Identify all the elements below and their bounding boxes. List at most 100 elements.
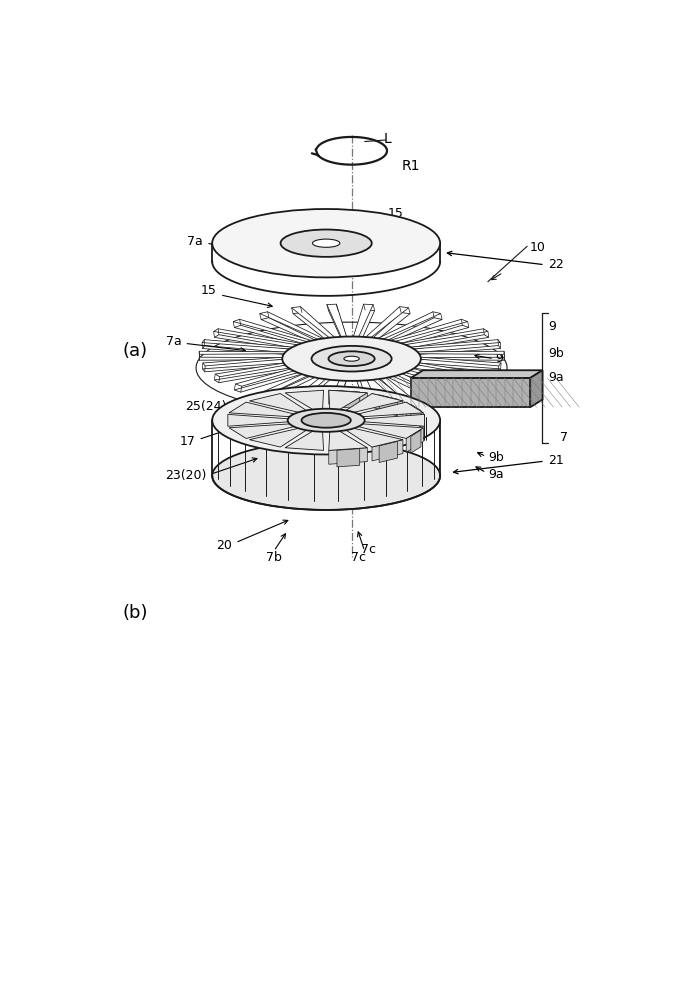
Polygon shape <box>384 319 468 343</box>
Ellipse shape <box>212 442 440 510</box>
Text: 7a: 7a <box>165 335 181 348</box>
Polygon shape <box>203 356 307 366</box>
Polygon shape <box>372 440 403 461</box>
Polygon shape <box>397 340 500 350</box>
Polygon shape <box>235 362 319 386</box>
Polygon shape <box>530 370 543 407</box>
Polygon shape <box>411 370 543 378</box>
Polygon shape <box>397 346 501 356</box>
Polygon shape <box>386 368 469 392</box>
Polygon shape <box>229 402 298 417</box>
Polygon shape <box>355 424 423 438</box>
Polygon shape <box>378 365 443 394</box>
Polygon shape <box>228 414 292 426</box>
Polygon shape <box>397 362 501 372</box>
Polygon shape <box>199 351 304 354</box>
Polygon shape <box>353 304 373 338</box>
Text: 7c: 7c <box>361 543 376 556</box>
Polygon shape <box>387 362 470 386</box>
Text: 15: 15 <box>388 207 403 220</box>
Text: 7b: 7b <box>266 551 282 564</box>
Polygon shape <box>250 427 308 447</box>
Text: 16: 16 <box>351 221 366 234</box>
Polygon shape <box>398 356 501 366</box>
Polygon shape <box>360 414 425 426</box>
Ellipse shape <box>311 346 392 372</box>
Polygon shape <box>375 312 440 341</box>
Polygon shape <box>250 394 308 413</box>
Polygon shape <box>392 365 488 383</box>
Polygon shape <box>261 371 327 400</box>
Polygon shape <box>215 335 311 352</box>
Text: 20: 20 <box>216 539 233 552</box>
Text: 17: 17 <box>180 435 196 448</box>
Polygon shape <box>366 373 410 405</box>
Polygon shape <box>406 402 423 427</box>
Text: 22: 22 <box>548 258 564 271</box>
Ellipse shape <box>313 239 340 247</box>
Polygon shape <box>293 313 337 345</box>
Polygon shape <box>377 371 442 400</box>
Ellipse shape <box>287 409 365 432</box>
Polygon shape <box>199 357 304 360</box>
Polygon shape <box>344 427 403 447</box>
Text: 15: 15 <box>201 284 217 297</box>
Polygon shape <box>285 430 324 450</box>
Polygon shape <box>202 362 306 372</box>
Text: 7c: 7c <box>351 551 366 564</box>
Ellipse shape <box>344 356 359 361</box>
Polygon shape <box>379 441 397 462</box>
Polygon shape <box>356 368 377 401</box>
Polygon shape <box>399 357 504 360</box>
Polygon shape <box>411 404 421 427</box>
Text: 10: 10 <box>530 241 545 254</box>
Polygon shape <box>261 318 327 347</box>
Polygon shape <box>368 367 412 399</box>
Polygon shape <box>392 329 488 346</box>
Polygon shape <box>329 310 348 344</box>
Polygon shape <box>294 367 339 399</box>
Polygon shape <box>355 374 375 407</box>
Polygon shape <box>330 368 350 401</box>
Polygon shape <box>411 430 421 453</box>
Ellipse shape <box>212 386 440 454</box>
Polygon shape <box>235 368 318 392</box>
Polygon shape <box>411 378 530 407</box>
Text: 9b: 9b <box>488 451 504 464</box>
Polygon shape <box>329 390 367 407</box>
Text: 9a: 9a <box>548 371 564 384</box>
Text: 7a: 7a <box>187 235 203 248</box>
Text: L: L <box>384 132 392 146</box>
Polygon shape <box>215 365 311 383</box>
Polygon shape <box>329 448 367 464</box>
Polygon shape <box>263 365 328 394</box>
Ellipse shape <box>281 230 372 257</box>
Text: (a): (a) <box>122 342 147 360</box>
Polygon shape <box>386 325 469 349</box>
Polygon shape <box>327 304 347 338</box>
Polygon shape <box>235 325 318 349</box>
Polygon shape <box>292 307 335 339</box>
Polygon shape <box>202 346 306 356</box>
Text: 9b: 9b <box>548 347 564 360</box>
Text: 28: 28 <box>436 395 451 408</box>
Ellipse shape <box>282 337 421 381</box>
Text: (b): (b) <box>122 604 147 622</box>
Text: 21: 21 <box>548 454 564 467</box>
Polygon shape <box>337 449 359 467</box>
Text: 9: 9 <box>495 352 504 365</box>
Polygon shape <box>393 359 490 377</box>
Ellipse shape <box>302 413 351 428</box>
Polygon shape <box>260 312 325 341</box>
Polygon shape <box>329 374 348 407</box>
Ellipse shape <box>329 351 375 366</box>
Polygon shape <box>233 319 316 343</box>
Polygon shape <box>329 430 367 450</box>
Polygon shape <box>337 390 359 409</box>
Text: 9a: 9a <box>488 468 504 481</box>
Text: 7: 7 <box>270 217 279 230</box>
Ellipse shape <box>212 209 440 277</box>
Polygon shape <box>329 390 367 411</box>
Polygon shape <box>355 402 423 417</box>
Polygon shape <box>372 394 403 415</box>
